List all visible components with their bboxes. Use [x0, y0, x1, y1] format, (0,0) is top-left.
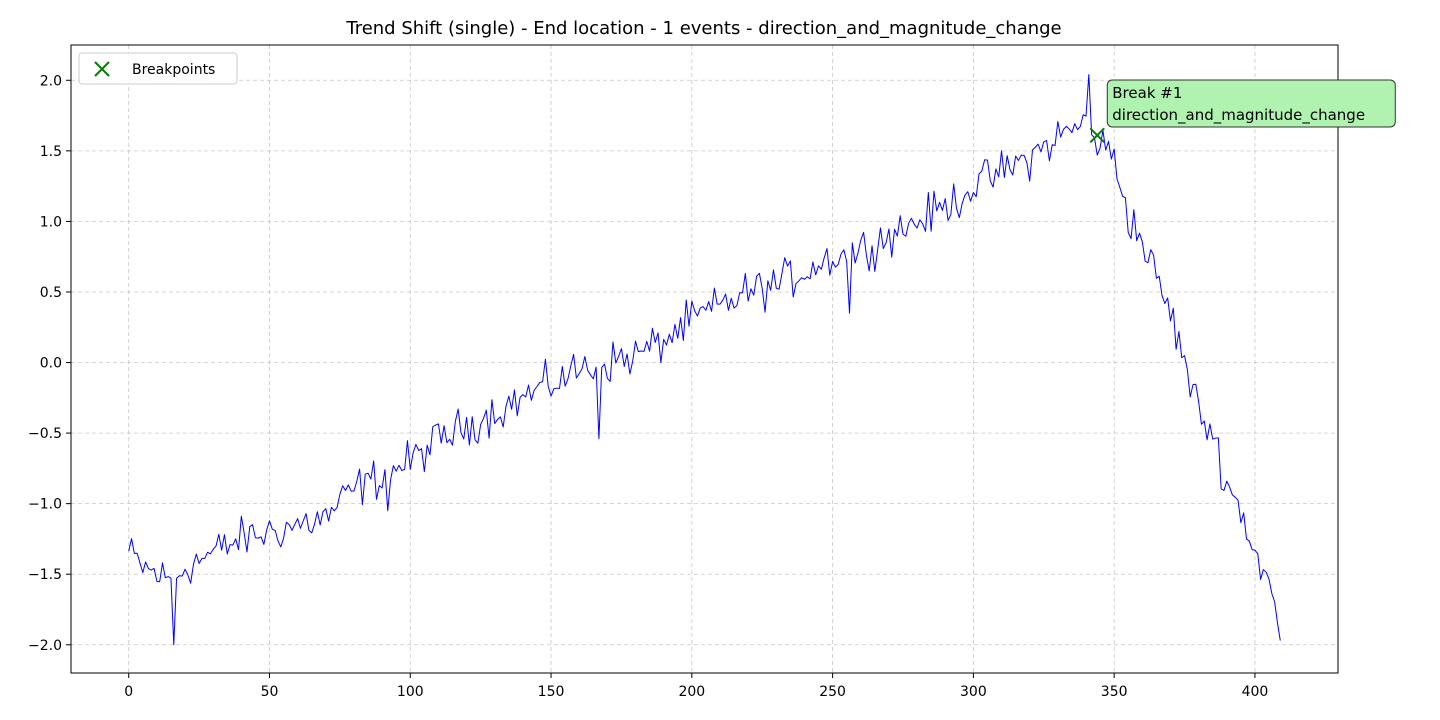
legend-box [78, 52, 238, 85]
y-tick-label: 1.5 [40, 144, 62, 160]
grid-lines [71, 45, 1338, 673]
x-tick-label: 0 [124, 684, 133, 700]
y-tick-label: −0.5 [28, 426, 62, 442]
legend-marker-icon [94, 61, 110, 77]
chart-title: Trend Shift (single) - End location - 1 … [345, 18, 1061, 39]
x-tick-label: 250 [819, 684, 846, 700]
y-tick-label: 0.5 [40, 285, 62, 301]
x-tick-label: 350 [1101, 684, 1128, 700]
series-line [128, 74, 1281, 646]
annotation-line: direction_and_magnitude_change [1112, 106, 1365, 125]
annotation-line: Break #1 [1112, 84, 1182, 102]
x-tick-label: 400 [1242, 684, 1269, 700]
x-tick-label: 50 [261, 684, 279, 700]
breakpoint-layer [1089, 127, 1105, 144]
plot-area-frame [70, 44, 1339, 674]
breakpoint-marker [1089, 127, 1105, 144]
y-tick-label: −1.5 [28, 567, 62, 583]
annotation-box [1106, 79, 1396, 128]
legend-label: Breakpoints [132, 62, 215, 78]
y-tick-label: 2.0 [40, 73, 62, 89]
x-axis-ticks: 0 50 100 150 200 250 300 350 400 [124, 673, 1268, 700]
legend: Breakpoints [78, 52, 238, 85]
x-tick-label: 100 [397, 684, 424, 700]
x-tick-label: 300 [960, 684, 987, 700]
series-layer [128, 74, 1281, 646]
x-tick-label: 150 [538, 684, 565, 700]
x-tick-label: 200 [678, 684, 705, 700]
y-tick-label: 0.0 [40, 356, 62, 372]
y-tick-label: 1.0 [40, 214, 62, 230]
y-tick-label: −2.0 [28, 638, 62, 654]
y-tick-label: −1.0 [28, 497, 62, 513]
y-axis-ticks: −2.0 −1.5 −1.0 −0.5 0.0 0.5 1.0 1.5 2.0 [28, 73, 71, 654]
annotation-layer: Break #1 direction_and_magnitude_change [1106, 79, 1396, 128]
